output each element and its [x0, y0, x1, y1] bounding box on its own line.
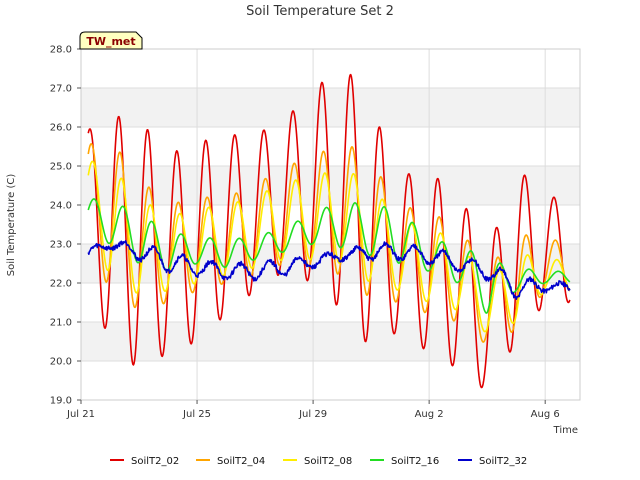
y-axis-ticks: 19.0 20.0 21.0 22.0 23.0 24.0 25.0 26.0 27.0 28.0 [50, 45, 81, 407]
y-tick-label: 21.0 [50, 318, 72, 329]
y-tick-label: 28.0 [50, 45, 72, 56]
band [81, 322, 580, 361]
x-axis-label: Time [553, 425, 578, 436]
y-tick-label: 26.0 [50, 123, 72, 134]
plot-border [80, 48, 581, 401]
y-tick-label: 23.0 [50, 240, 72, 251]
gridlines [80, 48, 581, 401]
band [81, 88, 580, 127]
series-lines [87, 73, 571, 389]
legend-label-SoilT2_02: SoilT2_02 [131, 456, 179, 467]
legend: SoilT2_02 SoilT2_04 SoilT2_08 SoilT2_16 Soil… [110, 456, 527, 467]
y-tick-label: 19.0 [50, 396, 72, 407]
series-line-SoilT2_32 [87, 240, 571, 301]
x-tick-label: Aug 2 [415, 409, 444, 420]
legend-label-SoilT2_08: SoilT2_08 [304, 456, 352, 467]
plot-background [81, 49, 580, 400]
y-axis-label: Soil Temperature (C) [6, 174, 17, 277]
x-tick-label: Aug 6 [531, 409, 560, 420]
x-tick-label: Jul 29 [298, 409, 327, 420]
site-tag-label: TW_met [86, 35, 135, 48]
legend-label-SoilT2_04: SoilT2_04 [217, 456, 265, 467]
legend-label-SoilT2_16: SoilT2_16 [391, 456, 439, 467]
chart-title: Soil Temperature Set 2 [246, 4, 394, 19]
y-tick-label: 22.0 [50, 279, 72, 290]
y-tick-label: 27.0 [50, 84, 72, 95]
x-tick-label: Jul 21 [66, 409, 95, 420]
y-tick-label: 20.0 [50, 357, 72, 368]
x-tick-label: Jul 25 [182, 409, 211, 420]
site-tag: TW_met [79, 31, 143, 50]
legend-label-SoilT2_32: SoilT2_32 [479, 456, 527, 467]
y-tick-label: 24.0 [50, 201, 72, 212]
y-tick-label: 25.0 [50, 162, 72, 173]
site-tag-box [79, 31, 143, 50]
x-axis-ticks: Jul 21 Jul 25 Jul 29 Aug 2 Aug 6 [66, 400, 560, 420]
series-line-SoilT2_08 [87, 160, 571, 333]
